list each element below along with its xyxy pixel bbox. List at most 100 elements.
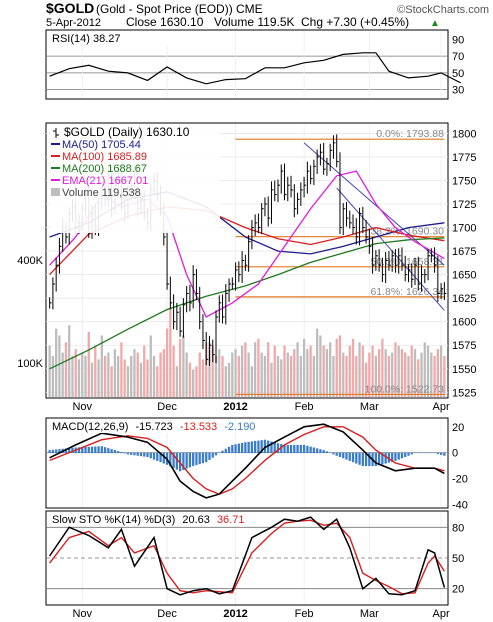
macd-histogram-bar — [420, 452, 423, 454]
volume-bar — [110, 366, 113, 397]
macd-histogram-bar — [302, 444, 306, 454]
volume: Volume 119.5K — [214, 15, 295, 29]
volume-bar — [351, 338, 355, 397]
macd-histogram-bar — [267, 440, 270, 454]
macd-histogram-bar — [345, 452, 348, 460]
rsi-tick-label: 70 — [452, 51, 464, 63]
macd-histogram-bar — [443, 452, 446, 456]
volume-bar — [146, 359, 149, 397]
volume-bar — [84, 355, 87, 397]
macd-histogram-bar — [71, 447, 74, 454]
macd-line — [49, 423, 445, 499]
volume-bars — [48, 308, 446, 397]
volume-bar — [87, 332, 90, 397]
macd-histogram-bar — [169, 452, 172, 467]
x-tick-label: Mar — [360, 401, 379, 413]
macd-tick-label: -20 — [452, 474, 468, 486]
macd-histogram-bar — [426, 452, 430, 454]
macd-histogram-bar — [338, 452, 342, 458]
x-tick-label: Dec — [157, 401, 177, 413]
volume-bar — [391, 352, 394, 397]
macd-histogram-bar — [276, 443, 280, 454]
fib-label: 100.0%: 1522.73 — [365, 383, 445, 395]
macd-histogram-bar — [410, 452, 413, 455]
volume-bar — [221, 355, 224, 397]
x-tick-label: Nov — [72, 608, 92, 620]
macd-histogram-bar — [103, 447, 107, 454]
volume-bar — [361, 345, 364, 397]
volume-bar — [201, 359, 205, 397]
macd-histogram-bar — [152, 452, 156, 460]
volume-bar — [136, 352, 139, 397]
volume-bar — [139, 362, 143, 397]
volume-bar — [58, 335, 61, 397]
volume-bar — [64, 342, 68, 397]
macd-histogram-bar — [195, 452, 198, 466]
macd-histogram-bar — [185, 452, 188, 469]
x-tick-label: Apr — [433, 401, 450, 413]
macd-label: MACD(12,26,9) — [52, 421, 128, 433]
macd-histogram-bar — [133, 452, 136, 456]
macd-tick-label: 0 — [452, 448, 458, 460]
volume-bar — [413, 349, 417, 397]
exchange: CME — [236, 2, 263, 16]
macd-histogram-bar — [296, 444, 299, 454]
fib-label: 50.0%: 1658.31 — [370, 256, 444, 268]
volume-bar — [169, 308, 172, 397]
stoch-legend-text: Slow STO %K(14) %D(3) 20.63 36.71 — [52, 514, 244, 526]
macd-histogram-bar — [436, 452, 439, 455]
x-tick-label: Feb — [295, 608, 314, 620]
volume-bar — [143, 345, 146, 397]
macd-histogram-bar — [201, 452, 205, 464]
volume-bar — [296, 342, 299, 397]
macd-histogram-bar — [355, 452, 358, 464]
volume-bar — [211, 345, 214, 397]
ma200-legend: MA(200) 1688.67 — [62, 163, 147, 175]
macd-tick-label: -40 — [452, 499, 468, 511]
stoch-k-line — [48, 516, 446, 596]
fib-label: 61.8%: 1626.34 — [370, 286, 444, 298]
volume-bar — [130, 355, 133, 397]
stoch-tick-label: 20 — [452, 584, 464, 596]
macd-histogram-bar — [224, 448, 227, 454]
k-value: 20.63 — [182, 514, 210, 526]
volume-bar — [263, 355, 267, 397]
rsi-tick-label: 30 — [452, 85, 464, 97]
volume-bar — [404, 352, 407, 397]
macd-histogram-bar — [286, 444, 289, 454]
instrument-name: (Gold - Spot Price (EOD)) — [96, 2, 233, 16]
macd-histogram-bar — [182, 452, 185, 470]
macd-histogram-bar — [214, 452, 218, 456]
volume-bar — [332, 355, 335, 397]
macd-histogram-bar — [149, 452, 152, 459]
macd-histogram-bar — [211, 452, 214, 458]
price-legend: $GOLD (Daily) 1630.10 MA(50) 1705.44 MA(… — [50, 125, 220, 233]
volume-bar — [61, 352, 64, 397]
macd-histogram-bar — [188, 452, 192, 468]
volume-bar — [133, 349, 136, 397]
rsi-legend: RSI(14) 38.27 — [50, 32, 178, 45]
volume-bar — [192, 369, 195, 397]
macd-histogram-bar — [384, 452, 387, 464]
macd-value: -15.723 — [135, 421, 172, 433]
change-arrow-icon: ▲ — [430, 18, 440, 29]
price-tick-label: 1700 — [452, 223, 476, 235]
macd-histogram-bar — [130, 452, 133, 455]
macd-histogram-bar — [90, 446, 94, 454]
macd-histogram-bar — [250, 441, 254, 454]
macd-histogram-bar — [48, 450, 51, 454]
macd-histogram-bar — [361, 452, 364, 467]
macd-histogram-bar — [322, 450, 325, 454]
x-tick-label: Dec — [157, 608, 177, 620]
macd-histogram-bar — [319, 449, 322, 454]
volume-bar — [276, 355, 280, 397]
stoch-series — [48, 516, 446, 596]
volume-bar — [293, 349, 296, 397]
volume-bar — [410, 345, 413, 397]
volume-bar — [126, 366, 130, 397]
brand: ©StockCharts.com — [397, 4, 489, 16]
volume-bar — [74, 349, 77, 397]
close: Close 1630.10 — [126, 15, 204, 29]
volume-bar — [286, 352, 289, 397]
macd-histogram-bar — [397, 452, 400, 460]
